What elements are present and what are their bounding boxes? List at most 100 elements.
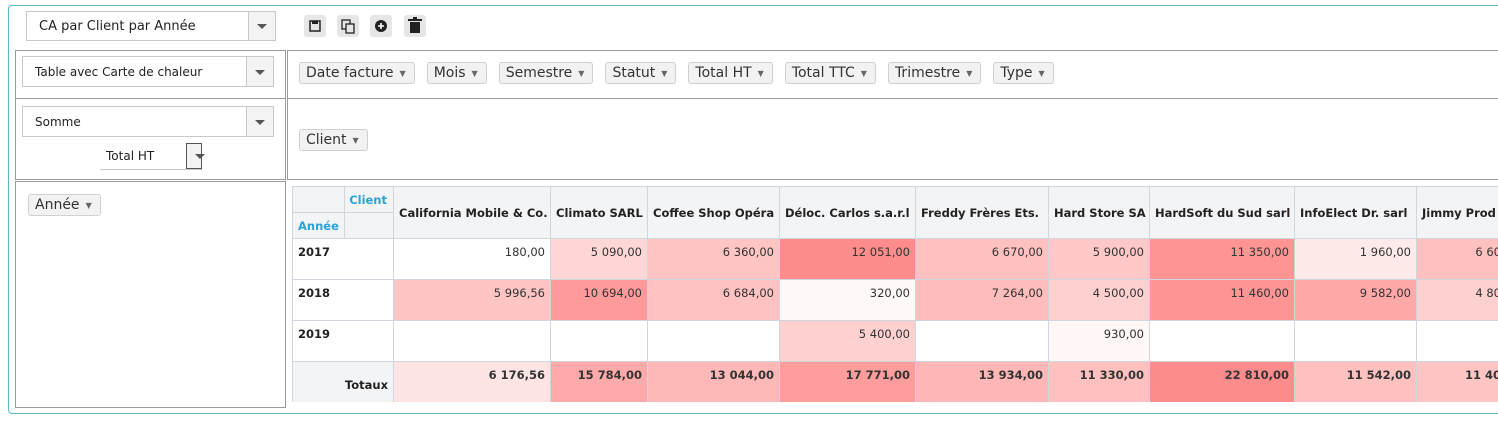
value-cell: 5 900,00 (1048, 238, 1150, 280)
value-cell: 1 960,00 (1294, 238, 1417, 280)
column-header: Freddy Frères Ets. (915, 186, 1049, 239)
attribute-chip[interactable]: Type ▼ (993, 62, 1054, 84)
header-row: Client California Mobile & Co. Climato SAR… (292, 186, 1498, 239)
chip-label: Semestre (505, 65, 573, 81)
row-header-label: Année (292, 212, 345, 239)
chip-caret: ▼ (1038, 68, 1045, 78)
add-icon[interactable] (370, 15, 392, 37)
value-cell: 930,00 (1048, 320, 1150, 362)
save-icon[interactable] (304, 15, 326, 37)
column-header: California Mobile & Co. (393, 186, 551, 239)
value-cell: 6 684,00 (647, 279, 780, 321)
aggregator-area (15, 98, 286, 180)
total-cell: 11 330,00 (1048, 361, 1150, 402)
column-header: Climato SARL (550, 186, 648, 239)
report-name: CA par Client par Année (39, 18, 196, 34)
attribute-chip[interactable]: Semestre ▼ (498, 62, 594, 84)
chip-caret: ▼ (471, 68, 478, 78)
chip-label: Total TTC (791, 65, 855, 81)
column-header: Jimmy Prod (1416, 186, 1498, 239)
unused-attribute-list: Date facture ▼ Mois ▼ Semestre ▼ Statut ▼ Total … (299, 62, 1066, 84)
data-row: 2017 180,00 5 090,00 6 360,00 12 051,00 6 670… (292, 238, 1498, 280)
value-cell: 5 400,00 (779, 320, 916, 362)
column-header: HardSoft du Sud sarl (1149, 186, 1295, 239)
value-cell: 7 264,00 (915, 279, 1049, 321)
report-select[interactable]: CA par Client par Année (26, 11, 276, 41)
corner (344, 212, 394, 239)
row-label: 2018 (292, 279, 394, 321)
column-header: Hard Store SA (1048, 186, 1150, 239)
total-cell: 15 784,00 (550, 361, 648, 402)
attribute-chip[interactable]: Mois ▼ (426, 62, 487, 84)
attribute-chip[interactable]: Total TTC ▼ (784, 62, 876, 84)
chip-label: Année (35, 197, 80, 213)
header-row: Année (292, 212, 1498, 239)
chip-caret: ▼ (966, 68, 973, 78)
aggregator-attribute-name: Total HT (106, 149, 155, 163)
total-cell: 13 934,00 (915, 361, 1049, 402)
value-cell (647, 320, 780, 362)
value-cell: 4 500,00 (1048, 279, 1150, 321)
total-cell: 13 044,00 (647, 361, 780, 402)
aggregator-select[interactable]: Somme (22, 106, 274, 137)
column-attribute-chip[interactable]: Client ▼ (299, 129, 368, 151)
value-cell: 320,00 (779, 279, 916, 321)
value-cell (393, 320, 551, 362)
value-cell: 11 460,00 (1149, 279, 1295, 321)
chip-label: Type (1000, 65, 1033, 81)
row-label: 2019 (292, 320, 394, 362)
value-cell: 6 360,00 (647, 238, 780, 280)
value-cell (1294, 320, 1417, 362)
col-header-label: Client (344, 186, 394, 213)
total-cell: 17 771,00 (779, 361, 916, 402)
data-row: 2018 5 996,56 10 694,00 6 684,00 320,00 7 264… (292, 279, 1498, 321)
renderer-select[interactable]: Table avec Carte de chaleur (22, 56, 274, 87)
toolbar-icons (304, 15, 426, 37)
attribute-chip[interactable]: Date facture ▼ (299, 62, 415, 84)
delete-icon[interactable] (404, 15, 426, 37)
chip-label: Mois (433, 65, 466, 81)
attribute-chip[interactable]: Trimestre ▼ (887, 62, 982, 84)
aggregator-name: Somme (35, 114, 81, 129)
column-header: Déloc. Carlos s.a.r.l (779, 186, 916, 239)
value-cell: 6 670,00 (915, 238, 1049, 280)
chip-caret: ▼ (860, 68, 867, 78)
total-cell: 11 40 (1416, 361, 1498, 402)
value-cell: 4 80 (1416, 279, 1498, 321)
value-cell: 12 051,00 (779, 238, 916, 280)
value-cell (915, 320, 1049, 362)
data-row: 2019 5 400,00 930,00 (292, 320, 1498, 362)
renderer-name: Table avec Carte de chaleur (35, 64, 203, 79)
chip-caret: ▼ (757, 68, 764, 78)
chip-label: Date facture (306, 65, 394, 81)
chip-label: Trimestre (894, 65, 961, 81)
attribute-chip[interactable]: Statut ▼ (605, 62, 677, 84)
chip-caret: ▼ (661, 68, 668, 78)
value-cell: 10 694,00 (550, 279, 648, 321)
value-cell: 5 996,56 (393, 279, 551, 321)
column-attributes-area (287, 98, 1498, 180)
row-attributes-area (15, 181, 286, 408)
value-cell (550, 320, 648, 362)
aggregator-attribute-select[interactable]: Total HT (100, 143, 205, 170)
pivot-table-wrap: Client California Mobile & Co. Climato SAR… (292, 186, 1498, 402)
chip-caret: ▼ (578, 68, 585, 78)
value-cell: 6 60 (1416, 238, 1498, 280)
row-attribute-chip[interactable]: Année ▼ (28, 194, 101, 216)
totals-row: Totaux 6 176,56 15 784,00 13 044,00 17 771,0… (292, 361, 1498, 402)
total-cell: 11 542,00 (1294, 361, 1417, 402)
chip-label: Client (306, 132, 347, 148)
value-cell (1149, 320, 1295, 362)
copy-icon[interactable] (337, 15, 359, 37)
corner (292, 186, 345, 213)
column-header: Coffee Shop Opéra (647, 186, 780, 239)
pivot-frame (8, 5, 1498, 414)
value-cell (1416, 320, 1498, 362)
value-cell: 9 582,00 (1294, 279, 1417, 321)
chip-caret: ▼ (399, 68, 406, 78)
value-cell: 5 090,00 (550, 238, 648, 280)
total-cell: 22 810,00 (1149, 361, 1295, 402)
attribute-chip[interactable]: Total HT ▼ (688, 62, 773, 84)
value-cell: 180,00 (393, 238, 551, 280)
